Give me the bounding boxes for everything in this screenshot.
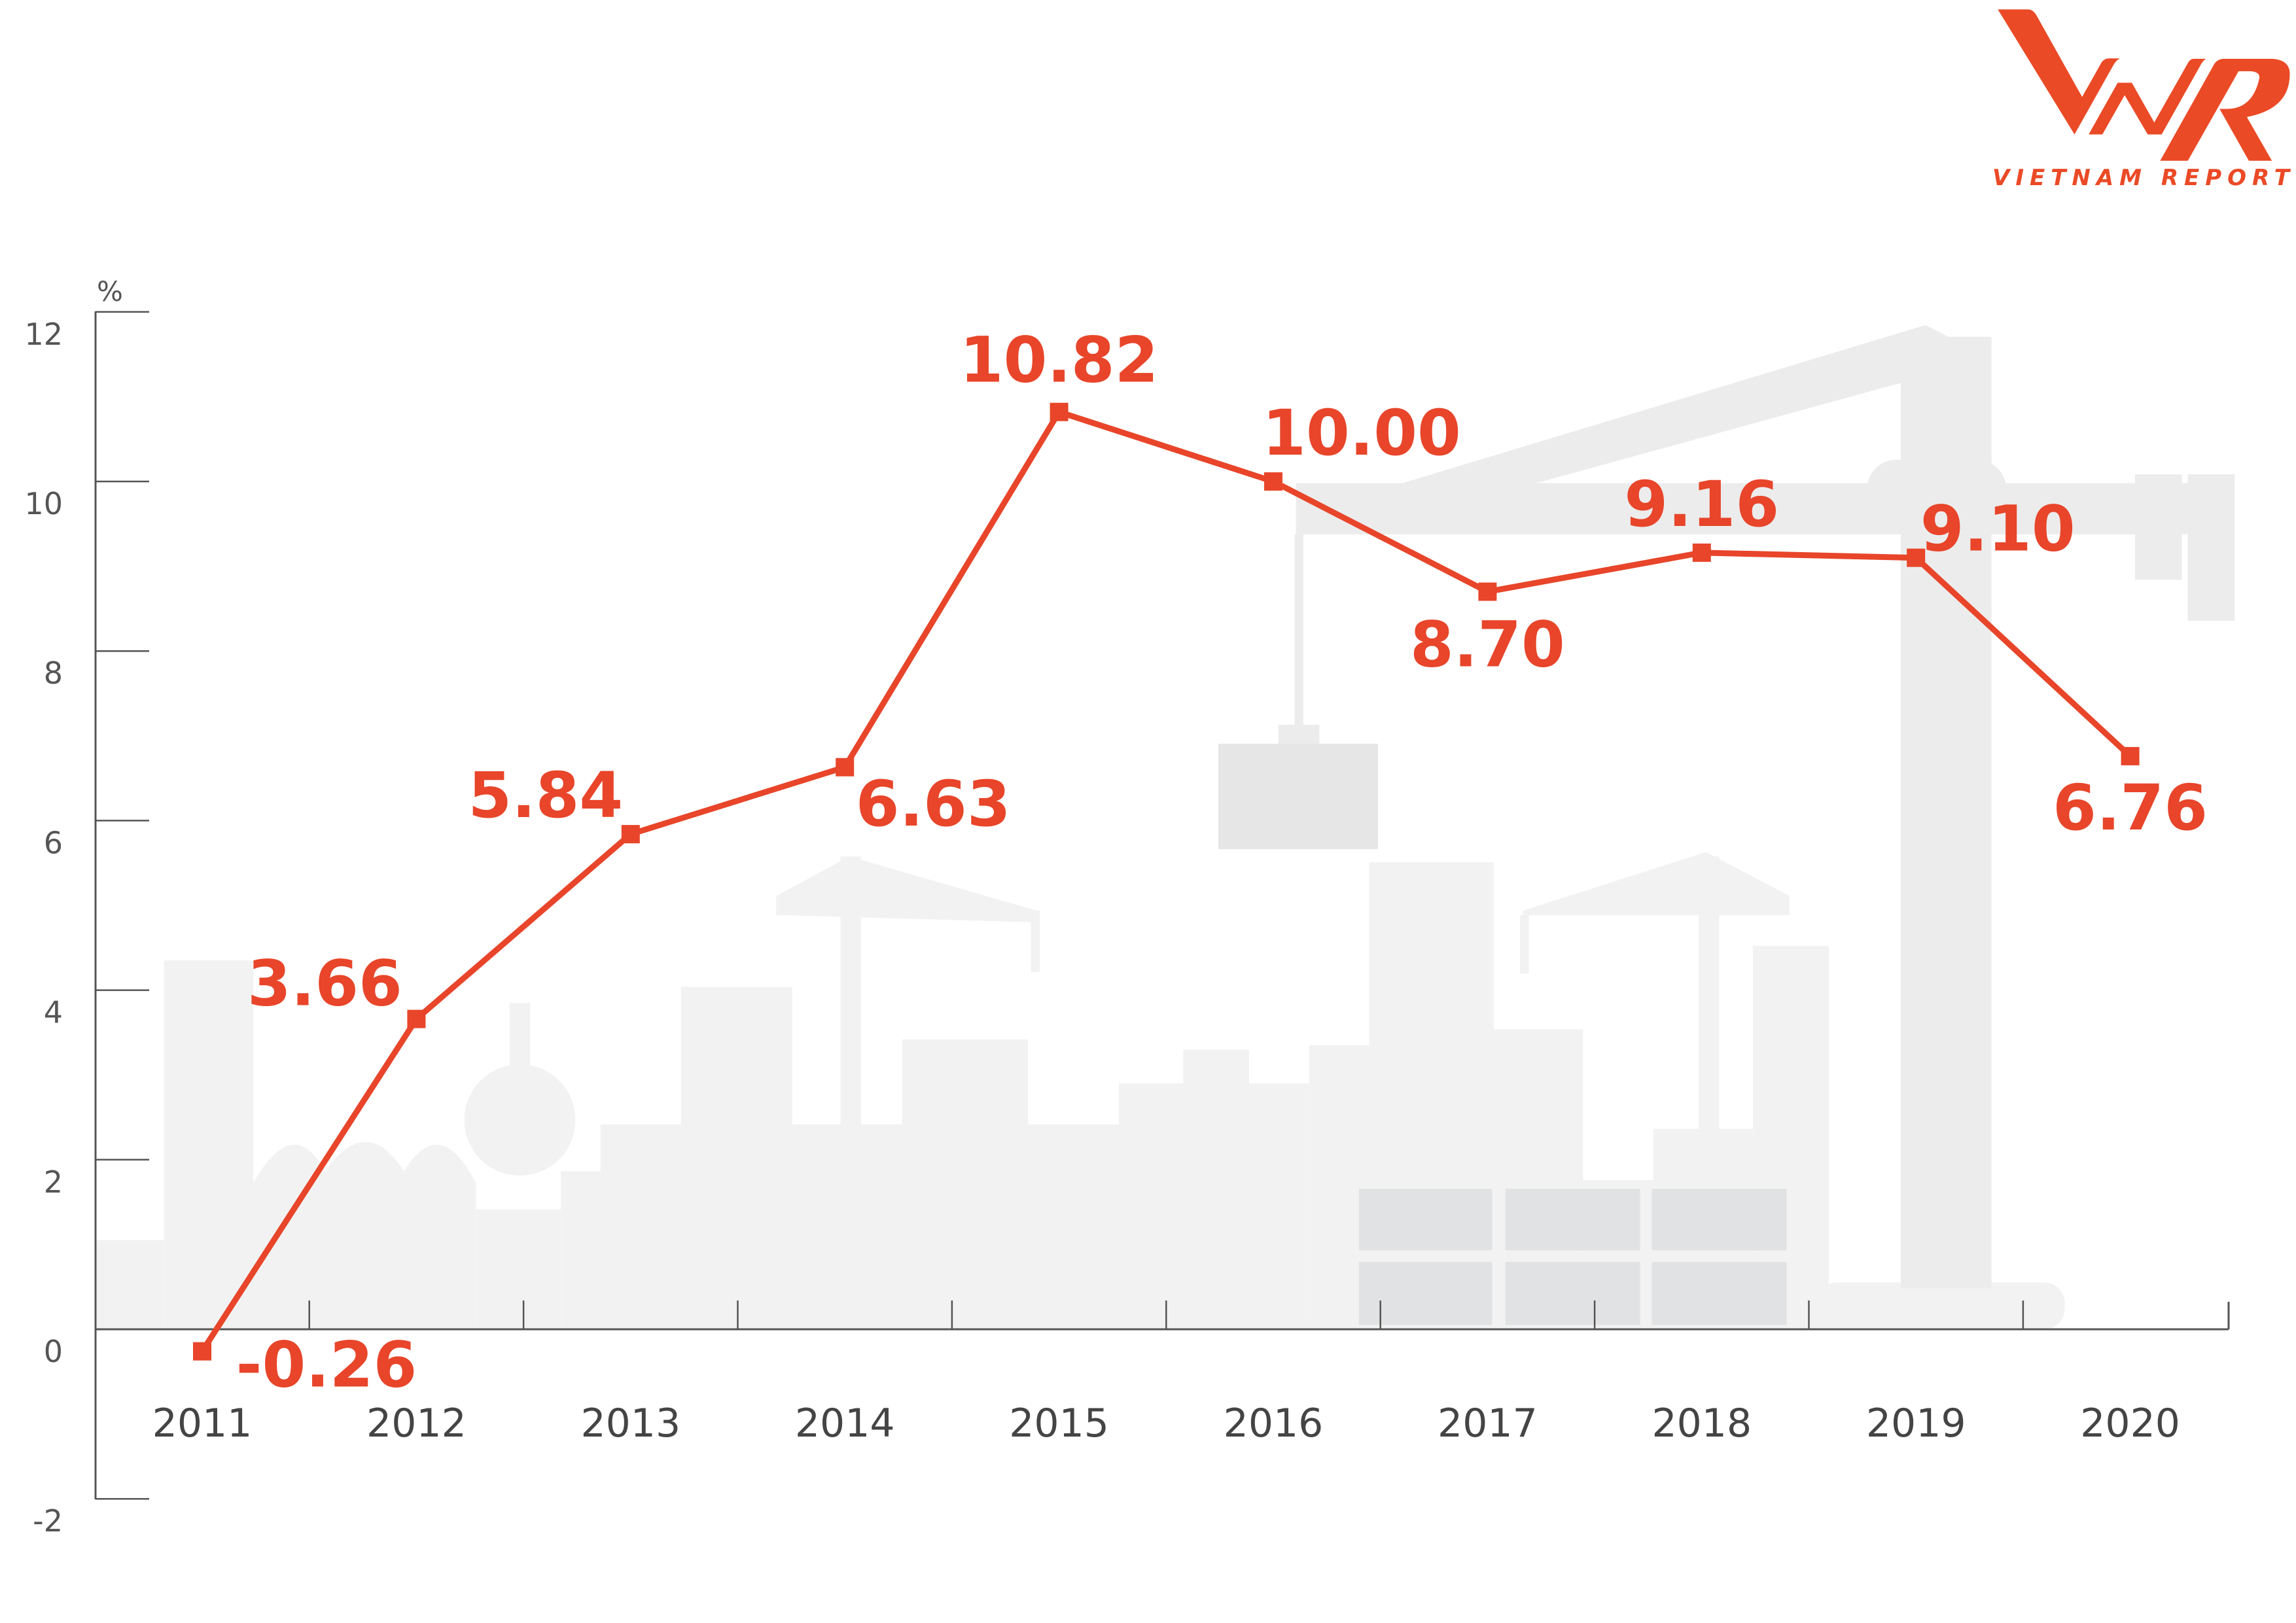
data-label: 10.00: [1262, 396, 1461, 470]
logo-name: VIETNAM REPORT: [1992, 165, 2295, 191]
x-tick-label: 2013: [580, 1401, 680, 1446]
x-tick-label: 2019: [1866, 1401, 1966, 1446]
y-tick-label: 2: [44, 1164, 63, 1200]
data-point-marker: [2121, 746, 2140, 765]
data-point-marker: [407, 1009, 426, 1028]
data-point-marker: [836, 758, 855, 777]
data-label: 3.66: [247, 947, 402, 1021]
data-label: 6.63: [856, 767, 1011, 841]
y-tick-label: 8: [44, 655, 63, 691]
vnr-logo: [1998, 9, 2290, 161]
skyline-background: [95, 324, 2235, 1330]
data-label: 9.10: [1920, 493, 2075, 566]
y-tick-label: 0: [44, 1334, 63, 1369]
y-tick-label: -2: [33, 1503, 63, 1539]
data-point-marker: [1478, 582, 1497, 601]
data-point-marker: [193, 1342, 211, 1361]
data-label: 8.70: [1410, 608, 1565, 681]
series-line: [200, 409, 2132, 1353]
x-tick-label: 2015: [1009, 1401, 1109, 1446]
y-tick-label: 6: [44, 825, 63, 860]
x-tick-label: 2018: [1651, 1401, 1752, 1446]
data-point-marker: [1692, 543, 1711, 562]
data-point-marker: [621, 825, 640, 844]
axes: [94, 311, 2230, 1499]
x-tick-label: 2014: [795, 1401, 895, 1446]
x-tick-label: 2011: [152, 1401, 253, 1446]
data-label: 10.82: [960, 324, 1159, 397]
x-tick-label: 2020: [2080, 1401, 2180, 1446]
x-tick-label: 2016: [1224, 1401, 1324, 1446]
data-label: 6.76: [2053, 771, 2208, 845]
data-label: 5.84: [468, 759, 623, 832]
y-axis-unit: %: [97, 275, 123, 307]
x-tick-label: 2012: [366, 1401, 467, 1446]
data-point-marker: [1907, 548, 1926, 567]
data-label: -0.26: [236, 1329, 417, 1402]
data-point-marker: [1050, 402, 1069, 421]
data-label: 9.16: [1624, 468, 1779, 541]
x-tick-label: 2017: [1438, 1401, 1538, 1446]
data-point-marker: [1264, 472, 1282, 491]
y-tick-label: 4: [44, 995, 63, 1030]
y-tick-label: 12: [24, 317, 63, 352]
y-tick-label: 10: [24, 486, 63, 521]
